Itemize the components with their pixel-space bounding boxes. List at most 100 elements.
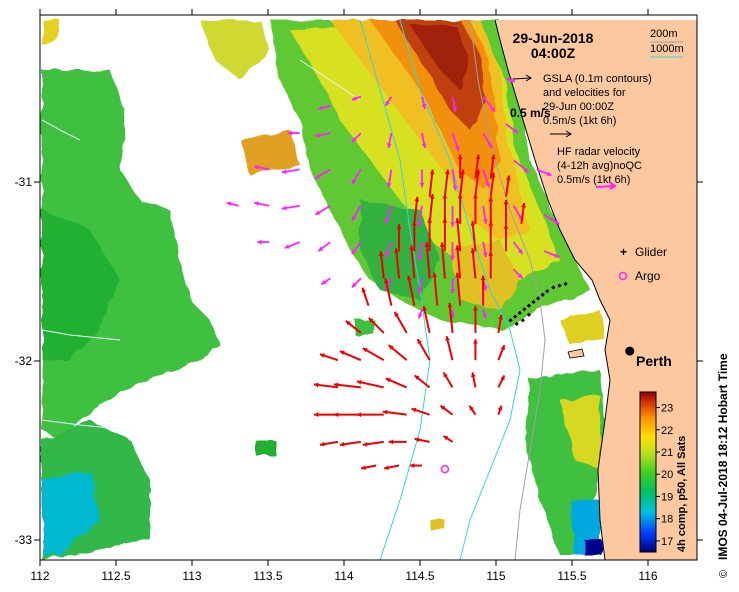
hf-radar-arrow [313, 382, 339, 389]
hf-radar-arrow [388, 344, 408, 361]
gsla-velocity-arrow [451, 96, 458, 112]
gsla-velocity-arrow [226, 201, 239, 207]
gsla-velocity-arrow [351, 132, 362, 143]
hf-legend-line2: (4-12h avg)noQC [557, 160, 642, 172]
x-axis: 112 112.5 113 113.5 114 114.5 115 115.5 … [30, 9, 658, 583]
y-tick-label: -33 [15, 533, 33, 547]
gsla-velocity-arrow [482, 241, 488, 258]
hf-radar-arrow [474, 154, 481, 179]
hf-radar-arrow [459, 169, 466, 197]
gsla-velocity-arrow [505, 77, 516, 83]
colorbar-tick-label: 21 [661, 447, 673, 459]
credit-text: IMOS 04-Jul-2018 18:12 Hobart Time [716, 353, 730, 560]
y-axis: -31 -32 -33 [15, 175, 703, 547]
x-tick-label: 112 [30, 569, 49, 583]
hf-radar-arrow [497, 374, 506, 388]
contour-1000-legend: 1000m [650, 43, 684, 55]
glider-position [526, 312, 532, 317]
hf-radar-arrow [432, 272, 439, 306]
gsla-velocity-arrow [451, 169, 458, 191]
hf-radar-arrow [413, 196, 420, 225]
gsla-velocity-arrow [451, 132, 460, 152]
glider-position [531, 299, 536, 305]
gsla-velocity-arrow [419, 169, 425, 188]
gsla-velocity-arrow [482, 309, 487, 319]
glider-position [514, 321, 519, 326]
y-tick-label: -32 [15, 354, 33, 368]
hf-radar-arrow [339, 440, 362, 447]
hf-radar-arrow [442, 371, 454, 388]
gsla-velocity-arrow [421, 96, 427, 109]
hf-radar-arrow [520, 202, 527, 225]
hf-radar-arrow [411, 407, 430, 416]
hf-radar-arrow [497, 314, 504, 334]
hf-radar-arrow [385, 377, 408, 389]
hf-radar-arrow [362, 347, 385, 362]
hf-radar-arrow [362, 440, 384, 447]
hf-radar-arrow [457, 154, 463, 179]
gsla-velocity-arrow [417, 205, 423, 227]
gsla-velocity-arrow [281, 168, 300, 175]
hf-radar-arrow [473, 305, 478, 333]
hf-radar-arrow [470, 372, 477, 388]
hf-radar-arrow [333, 412, 361, 418]
gsla-velocity-arrow [254, 164, 270, 171]
hf-radar-arrow [319, 353, 339, 362]
hf-radar-arrow [413, 374, 431, 389]
gsla-velocity-arrow [384, 96, 393, 107]
gsla-velocity-arrow [536, 168, 552, 177]
hf-radar-arrow [455, 272, 462, 306]
gsla-legend-line1: GSLA (0.1m contours) [543, 73, 652, 85]
gsla-velocity-arrow [281, 204, 300, 211]
gsla-velocity-arrow [482, 132, 493, 149]
coastline [494, 19, 611, 560]
hf-radar-arrow [356, 412, 384, 418]
gsla-velocity-arrow [384, 241, 393, 258]
hf-radar-arrow [411, 221, 417, 252]
hf-radar-arrow [416, 338, 431, 361]
hf-radar-arrow [428, 169, 435, 197]
gsla-velocity-arrow [417, 241, 423, 261]
gsla-velocity-arrow [418, 309, 423, 319]
argo-legend-symbol [618, 271, 628, 281]
glider-legend-symbol: + [620, 245, 627, 259]
contour-200-legend: 200m [650, 28, 678, 40]
hf-legend-arrow-magenta [595, 185, 615, 188]
gsla-velocity-arrow [384, 205, 393, 225]
hf-radar-arrow [457, 193, 463, 224]
gsla-velocity-arrow [351, 168, 362, 185]
gsla-velocity-arrow [314, 168, 331, 180]
hf-radar-arrow [497, 405, 503, 415]
hf-radar-arrow [455, 218, 462, 252]
hf-radar-arrow [470, 221, 477, 252]
gsla-velocity-arrow [482, 96, 496, 113]
glider-position [535, 296, 541, 301]
glider-position [545, 289, 550, 294]
colorbar-tick-label: 19 [661, 491, 673, 503]
hf-legend-scale: 0.5m/s (1kt 6h) [557, 174, 630, 186]
gsla-velocity-arrow [386, 132, 393, 149]
gsla-velocity-arrow [315, 132, 331, 138]
x-tick-label: 112.5 [101, 569, 130, 583]
hf-radar-arrow [360, 464, 377, 471]
gsla-velocity-arrow [351, 205, 362, 222]
gsla-velocity-arrow [254, 201, 270, 207]
argo-legend-label: Argo [635, 269, 661, 283]
glider-legend-label: Glider [635, 245, 667, 259]
gsla-velocity-arrow [318, 104, 331, 111]
hf-radar-arrow [361, 287, 370, 306]
hf-radar-arrow [488, 251, 494, 279]
hf-radar-arrow [439, 404, 454, 416]
plot-frame [39, 14, 698, 561]
hf-radar-arrow [422, 305, 431, 334]
glider-position [508, 318, 513, 323]
gsla-velocity-arrow [482, 205, 488, 224]
hf-radar-arrow [445, 335, 454, 361]
gsla-velocity-arrow [314, 204, 331, 216]
gsla-velocity-arrow [513, 159, 530, 174]
contour-200m [469, 19, 546, 560]
hf-radar-arrow [427, 218, 433, 252]
hf-radar-arrow [497, 344, 506, 361]
hf-radar-arrow [473, 339, 478, 361]
hf-radar-arrow [468, 405, 477, 416]
